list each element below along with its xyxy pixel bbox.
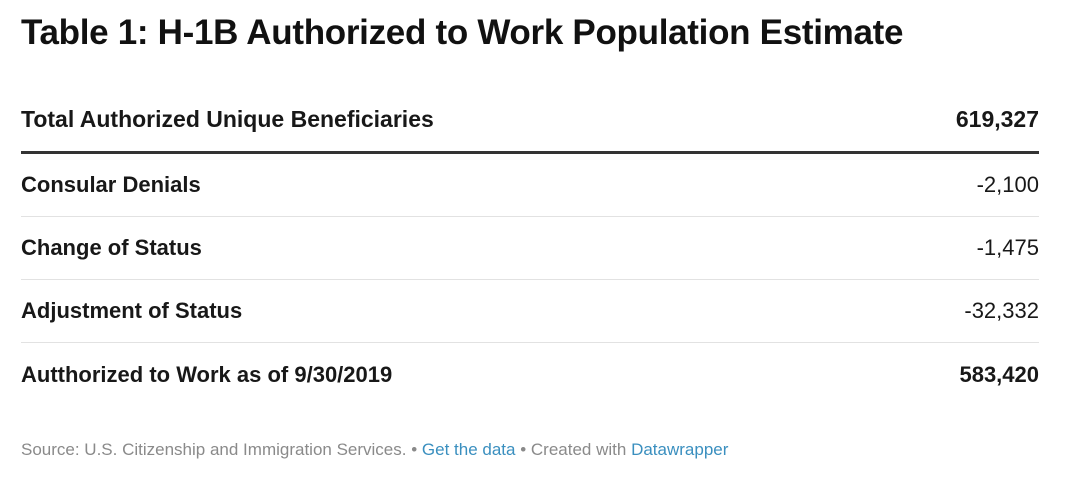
row-label: Total Authorized Unique Beneficiaries (21, 106, 434, 132)
row-value: -32,332 (964, 298, 1039, 323)
table-row-total-authorized: Total Authorized Unique Beneficiaries 61… (21, 88, 1039, 154)
data-table: Total Authorized Unique Beneficiaries 61… (21, 88, 1039, 406)
row-label: Change of Status (21, 235, 202, 260)
row-value: 583,420 (959, 361, 1039, 387)
table-row-adjustment-of-status: Adjustment of Status -32,332 (21, 280, 1039, 343)
table-row-consular-denials: Consular Denials -2,100 (21, 154, 1039, 217)
separator-dot: • (515, 440, 531, 459)
row-label: Autthorized to Work as of 9/30/2019 (21, 361, 393, 387)
chart-footer: Source: U.S. Citizenship and Immigration… (21, 440, 728, 460)
table-title: Table 1: H-1B Authorized to Work Populat… (21, 13, 904, 52)
table-row-change-of-status: Change of Status -1,475 (21, 217, 1039, 280)
separator-dot: • (406, 440, 422, 459)
created-with-text: Created with (530, 440, 632, 459)
row-value: -1,475 (976, 235, 1039, 260)
table-row-authorized-to-work: Autthorized to Work as of 9/30/2019 583,… (21, 343, 1039, 406)
row-value: -2,100 (976, 172, 1039, 197)
row-value: 619,327 (955, 106, 1039, 132)
row-label: Adjustment of Status (21, 298, 243, 323)
get-the-data-link[interactable]: Get the data (421, 440, 516, 459)
source-note: Source: U.S. Citizenship and Immigration… (21, 440, 407, 459)
datawrapper-link[interactable]: Datawrapper (631, 440, 729, 459)
row-label: Consular Denials (21, 172, 201, 197)
